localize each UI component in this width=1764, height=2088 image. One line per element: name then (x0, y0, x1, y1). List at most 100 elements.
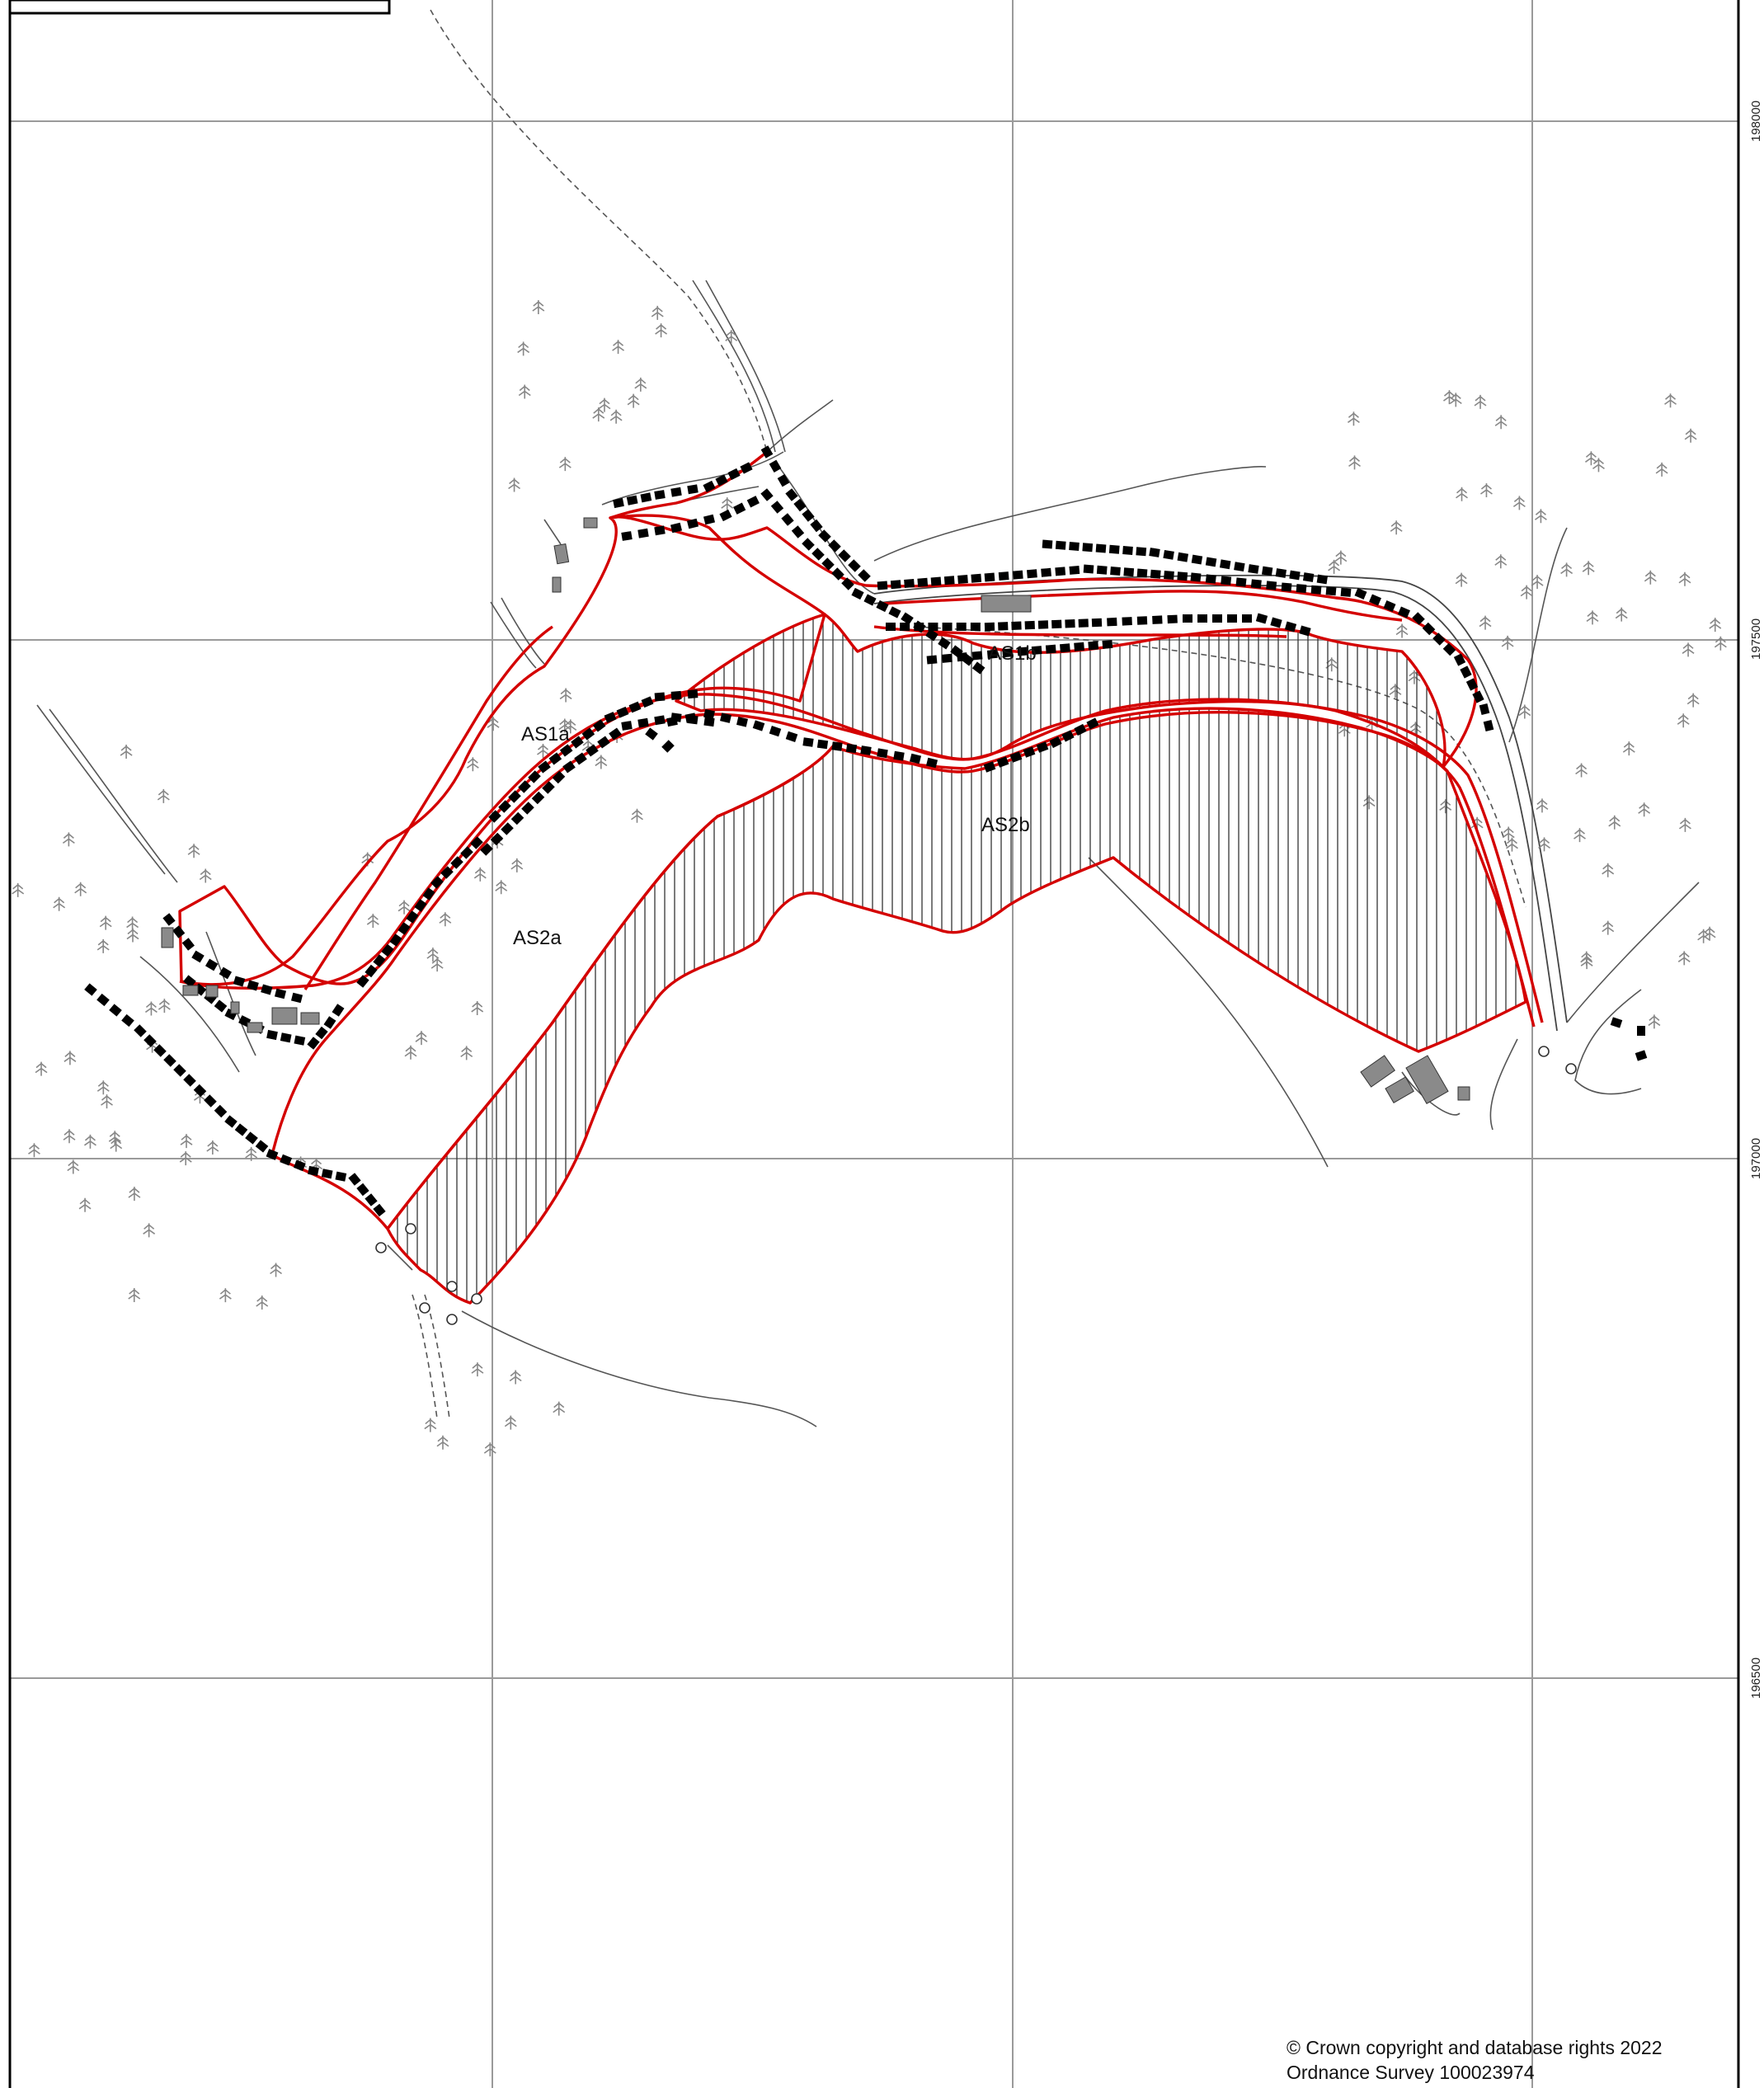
hedge-segment (274, 988, 287, 999)
hedge-segment (802, 538, 815, 551)
hedge-segment (1107, 617, 1117, 627)
hedge-segment (785, 731, 798, 742)
hedge-segment (828, 539, 841, 553)
hedge-segment (888, 606, 901, 618)
hedge-segment (740, 462, 753, 474)
tree-symbol (504, 1415, 517, 1430)
hedge-segment (1108, 544, 1120, 554)
hedge-segment (736, 717, 748, 727)
tree-symbol (180, 1134, 193, 1149)
copyright-line-2: Ordnance Survey 100023974 (1287, 2062, 1535, 2083)
hedge-segment (1205, 557, 1217, 567)
hedge-segment (373, 1203, 386, 1217)
hedge-segment (703, 480, 716, 493)
hedge-segment (914, 623, 924, 631)
hedge-segment (335, 1171, 347, 1182)
hedge-segment (886, 623, 896, 631)
hedge-segment (983, 761, 996, 773)
hedge-segment (219, 966, 233, 980)
hedge-segment (315, 1026, 328, 1040)
site-boundaries (178, 450, 1544, 1230)
tree-symbol (1586, 610, 1599, 625)
tree-symbol (1580, 951, 1593, 966)
hedge-segment (356, 1183, 369, 1197)
hedge-segment (1221, 576, 1232, 585)
boundary-as1b-upper (609, 450, 1478, 769)
hedge-segment (670, 522, 683, 534)
hedge-segment (957, 575, 968, 584)
tree-symbol (1592, 458, 1605, 473)
tree-symbol (83, 1134, 96, 1149)
hedge-segment (670, 690, 682, 700)
hedge-segment (1024, 620, 1035, 630)
hedge-segment (1227, 614, 1237, 623)
hedge-segment (715, 474, 728, 487)
tree-symbol (424, 1418, 437, 1432)
hedge-segment (528, 770, 541, 783)
hedge-segment (1136, 616, 1148, 625)
tree-symbol (1703, 926, 1716, 941)
tree-symbol (518, 384, 531, 399)
hedge-segment (876, 600, 889, 613)
grid-label-197500: 197500 (1749, 618, 1763, 660)
hedge-segment (1096, 565, 1108, 575)
hedge-segment (1369, 594, 1381, 606)
tree-symbol (655, 323, 668, 338)
hedge-segment (970, 623, 981, 631)
hedge-segment (1266, 581, 1277, 590)
area-as2b-hatched (386, 707, 1527, 1305)
hedge-segment (1045, 644, 1056, 654)
tree-symbol (64, 1051, 77, 1065)
hedge-segment (498, 800, 511, 813)
tree-symbol (99, 915, 112, 930)
hedge-segment (1136, 547, 1147, 557)
hedge-segment (162, 913, 176, 926)
tree-symbol (1442, 390, 1456, 405)
tree-symbol (108, 1131, 121, 1145)
hedge-segment (1398, 606, 1410, 618)
hedge-segment (1167, 614, 1178, 624)
hedge-segment (559, 744, 573, 757)
hedge-segment (1205, 574, 1216, 584)
hedge-segment (1316, 574, 1329, 585)
hedge-segment (943, 576, 955, 585)
hedge-segment (769, 459, 782, 473)
tree-symbol (256, 1296, 269, 1310)
hedge-segment (1136, 568, 1148, 578)
tree-symbol (158, 999, 171, 1013)
hedge-segment (1177, 552, 1189, 562)
hedge-segment (1049, 736, 1062, 749)
hedge-segment (942, 623, 953, 631)
copyright-notice: © Crown copyright and database rights 20… (1287, 2035, 1748, 2085)
hedge-segment (1422, 622, 1436, 636)
tree-symbol (157, 788, 170, 803)
hedge-segment (791, 525, 805, 538)
hedge-segment (163, 1054, 176, 1067)
hedge-segment (1152, 615, 1163, 624)
hedge-segment (1310, 585, 1322, 595)
boundary-as1a (178, 514, 826, 986)
hedge-segment (1110, 567, 1121, 576)
hedge-segment (1078, 618, 1089, 628)
tree-symbol (1664, 393, 1677, 408)
tree-symbol (366, 914, 379, 929)
hedge-segment (821, 557, 835, 571)
tree-symbol (466, 757, 479, 772)
hatched-areas (386, 613, 1527, 1305)
hedge-segment (1197, 614, 1207, 623)
hedge-segment (654, 715, 666, 726)
tree-symbol (430, 957, 444, 972)
tree-symbol (595, 755, 608, 769)
tree-symbol (96, 1080, 110, 1095)
hedge-segment (925, 628, 938, 642)
tree-symbol (1348, 455, 1361, 470)
hedge-segment (893, 750, 905, 761)
copyright-line-1: © Crown copyright and database rights 20… (1287, 2037, 1663, 2058)
tree-symbol (143, 1223, 156, 1238)
hedge-segment (1150, 569, 1161, 579)
hedge-segment (703, 708, 715, 720)
hedge-segment (877, 581, 888, 590)
boundary-track-upper (179, 693, 1544, 1023)
hedge-segment (1219, 559, 1231, 570)
hedge-segment (703, 514, 716, 525)
